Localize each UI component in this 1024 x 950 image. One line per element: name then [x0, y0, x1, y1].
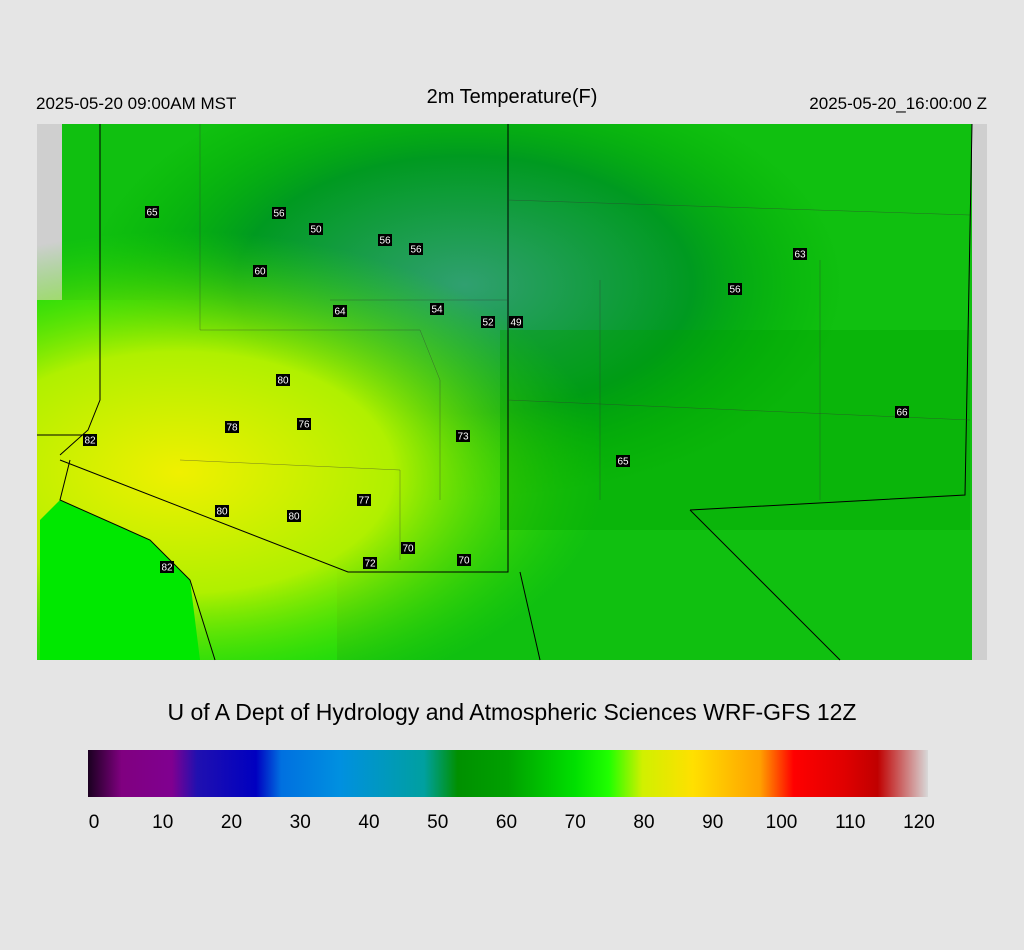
station-value: 77 — [358, 496, 370, 507]
station-value: 49 — [510, 318, 522, 329]
station-box — [456, 430, 470, 442]
station-box — [616, 455, 630, 467]
station-value: 56 — [273, 209, 285, 220]
colorbar-tick-label: 50 — [427, 812, 448, 833]
station-value: 80 — [288, 512, 300, 523]
station-box — [287, 510, 301, 522]
station-box — [309, 223, 323, 235]
colorbar-tick-label: 20 — [221, 812, 242, 833]
station-box — [357, 494, 371, 506]
station-box — [272, 207, 286, 219]
valid-time-local: 2025-05-20 09:00AM MST — [36, 94, 236, 113]
borders — [37, 123, 973, 661]
station-box — [145, 206, 159, 218]
ocean-region — [40, 500, 200, 660]
county-lines — [179, 124, 971, 560]
station-box — [160, 561, 174, 573]
station-value: 60 — [254, 267, 266, 278]
station-box — [276, 374, 290, 386]
station-value: 54 — [431, 305, 443, 316]
station-value: 63 — [794, 250, 806, 261]
station-box — [481, 316, 495, 328]
colorbar-tick-label: 0 — [89, 812, 100, 833]
colorbar-tick-label: 90 — [702, 812, 723, 833]
credit: U of A Dept of Hydrology and Atmospheric… — [167, 699, 856, 725]
station-box — [378, 234, 392, 246]
station-box — [430, 303, 444, 315]
station-value: 56 — [729, 285, 741, 296]
station-value: 80 — [216, 507, 228, 518]
station-box — [401, 542, 415, 554]
colorbar-tick-label: 30 — [290, 812, 311, 833]
station-box — [895, 406, 909, 418]
station-box — [297, 418, 311, 430]
station-value: 82 — [161, 563, 173, 574]
station-value: 64 — [334, 307, 346, 318]
station-box — [728, 283, 742, 295]
station-box — [793, 248, 807, 260]
station-value: 73 — [457, 432, 469, 443]
colorbar-tick-label: 110 — [835, 812, 865, 833]
map-title: 2m Temperature(F) — [427, 86, 598, 108]
colorbar-tick-label: 80 — [633, 812, 654, 833]
valid-time-utc: 2025-05-20_16:00:00 Z — [809, 94, 987, 113]
colorbar-tick-label: 10 — [152, 812, 173, 833]
station-value: 82 — [84, 436, 96, 447]
station-box — [409, 243, 423, 255]
station-value: 65 — [617, 457, 629, 468]
station-box — [509, 316, 523, 328]
station-value: 78 — [226, 423, 238, 434]
terrain — [500, 330, 970, 530]
station-value: 80 — [277, 376, 289, 387]
station-value: 56 — [410, 245, 422, 256]
station-value: 66 — [896, 408, 908, 419]
station-value: 70 — [402, 544, 414, 555]
colorbar-tick-label: 70 — [565, 812, 586, 833]
colorbar-tick-label: 60 — [496, 812, 517, 833]
terrain-warm — [37, 124, 987, 660]
station-box — [333, 305, 347, 317]
colorbar-tick-label: 100 — [766, 812, 798, 833]
colorbar — [88, 750, 928, 797]
station-labels: 65 56 50 56 56 60 64 54 52 49 63 56 80 78 76 82 73 65 66 77… — [83, 206, 909, 574]
station-value: 72 — [364, 559, 376, 570]
station-value: 56 — [379, 236, 391, 247]
station-box — [83, 434, 97, 446]
station-value: 76 — [298, 420, 310, 431]
station-value: 52 — [482, 318, 494, 329]
station-value: 70 — [458, 556, 470, 567]
colorbar-ticks: 0 10 20 30 40 50 60 70 80 90 100 110 120 — [89, 812, 935, 833]
station-box — [363, 557, 377, 569]
colorbar-tick-label: 120 — [903, 812, 935, 833]
map-area — [37, 123, 987, 661]
station-box — [225, 421, 239, 433]
station-box — [215, 505, 229, 517]
station-box — [457, 554, 471, 566]
colorbar-tick-label: 40 — [358, 812, 379, 833]
station-value: 65 — [146, 208, 158, 219]
station-value: 50 — [310, 225, 322, 236]
station-box — [253, 265, 267, 277]
